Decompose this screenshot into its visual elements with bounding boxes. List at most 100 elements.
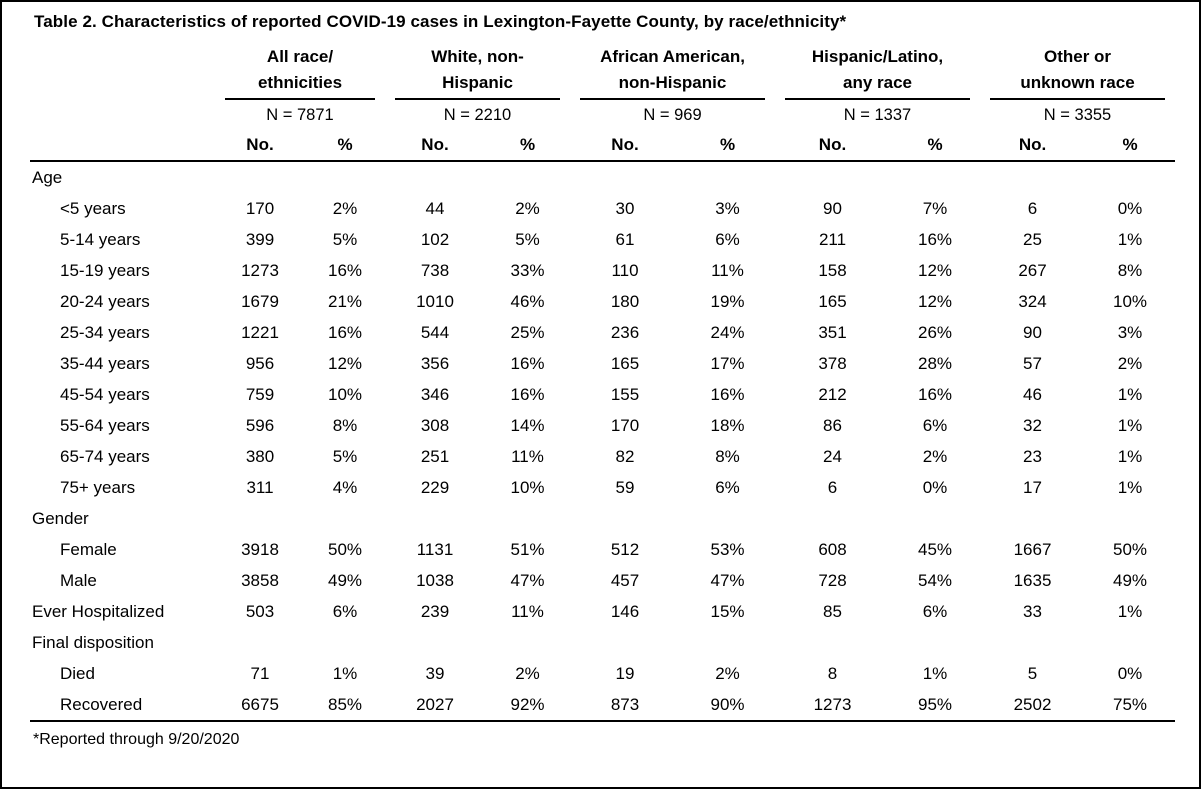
row-label: 45-54 years bbox=[60, 384, 150, 404]
count-cell: 1131 bbox=[416, 539, 454, 559]
count-cell: 6 bbox=[1027, 198, 1038, 218]
count-cell: 155 bbox=[610, 384, 640, 404]
count-cell: 25 bbox=[1023, 229, 1042, 249]
percent-cell: 2% bbox=[515, 198, 540, 218]
group-label: Hispanic/Latino, any race bbox=[785, 44, 971, 100]
percent-cell: 1% bbox=[332, 663, 358, 683]
group-label-line1: Other or bbox=[1043, 47, 1112, 66]
group-header-all-races: All race/ethnicities bbox=[215, 44, 385, 100]
footnote: *Reported through 9/20/2020 bbox=[33, 731, 240, 748]
group-label-line1: All race/ bbox=[266, 47, 334, 66]
count-cell: 23 bbox=[1023, 446, 1042, 466]
count-cell: 1635 bbox=[1013, 570, 1052, 590]
count-cell: 728 bbox=[818, 570, 847, 590]
section-row: Age bbox=[30, 161, 1175, 193]
table-body: Age <5 years 170 2% 44 2% 30 3% 90 7% 6 0% 5-14 year… bbox=[30, 161, 1176, 722]
percent-cell: 8% bbox=[715, 446, 740, 466]
percent-cell: 10% bbox=[1113, 291, 1148, 311]
count-cell bbox=[385, 627, 485, 658]
count-cell: 110 bbox=[611, 260, 639, 280]
percent-cell bbox=[680, 503, 775, 534]
percent-cell: 6% bbox=[922, 415, 948, 435]
table-row: 15-19 years 1273 16% 738 33% 110 11% 158 12% 267 8… bbox=[30, 255, 1175, 286]
table-row: 45-54 years 759 10% 346 16% 155 16% 212 16% 46 1% bbox=[30, 379, 1175, 410]
count-cell: 596 bbox=[245, 415, 275, 435]
count-cell bbox=[215, 161, 305, 193]
count-cell bbox=[215, 503, 305, 534]
percent-cell bbox=[1085, 161, 1175, 193]
empty-cell bbox=[30, 130, 215, 162]
percent-cell: 18% bbox=[710, 415, 745, 435]
section-label: Final disposition bbox=[32, 632, 154, 652]
count-cell bbox=[980, 503, 1085, 534]
percent-cell bbox=[890, 503, 980, 534]
percent-cell: 4% bbox=[332, 477, 358, 497]
percent-cell: 10% bbox=[327, 384, 363, 404]
percent-cell: 1% bbox=[1117, 477, 1143, 497]
count-cell: 308 bbox=[420, 415, 450, 435]
count-cell: 229 bbox=[420, 477, 450, 497]
percent-cell: 16% bbox=[327, 322, 363, 342]
row-label: Female bbox=[60, 539, 117, 559]
col-header-no: No. bbox=[775, 130, 890, 162]
percent-cell: 45% bbox=[917, 539, 953, 559]
percent-cell: 6% bbox=[715, 229, 740, 249]
percent-cell bbox=[305, 161, 385, 193]
percent-cell: 1% bbox=[1117, 229, 1143, 249]
percent-cell: 92% bbox=[485, 689, 570, 722]
section-row: Final disposition bbox=[30, 627, 1175, 658]
percent-cell: 14% bbox=[510, 415, 545, 435]
percent-cell: 47% bbox=[710, 570, 745, 590]
count-cell: 90 bbox=[1023, 322, 1042, 342]
count-cell: 46 bbox=[1023, 384, 1042, 404]
group-label-line1: African American, bbox=[600, 47, 745, 66]
table-row: Male 3858 49% 1038 47% 457 47% 728 54% 1635 49% bbox=[30, 565, 1175, 596]
count-cell: 6675 bbox=[215, 689, 305, 722]
count-cell: 503 bbox=[245, 601, 275, 621]
col-header-pct: % bbox=[1085, 130, 1176, 162]
count-cell: 311 bbox=[246, 477, 274, 497]
count-cell: 44 bbox=[425, 198, 445, 218]
count-cell: 85 bbox=[823, 601, 842, 621]
count-cell: 32 bbox=[1023, 415, 1042, 435]
percent-cell: 19% bbox=[710, 291, 745, 311]
count-cell: 170 bbox=[245, 198, 275, 218]
percent-cell: 5% bbox=[515, 229, 540, 249]
percent-cell: 1% bbox=[1117, 601, 1143, 621]
table-row: 20-24 years 1679 21% 1010 46% 180 19% 165 12% 324… bbox=[30, 286, 1175, 317]
row-label: 5-14 years bbox=[60, 229, 141, 249]
percent-cell: 11% bbox=[511, 601, 544, 621]
col-header-no: No. bbox=[215, 130, 305, 162]
percent-cell bbox=[680, 161, 775, 193]
count-cell bbox=[570, 161, 680, 193]
count-cell: 165 bbox=[610, 353, 640, 373]
percent-cell bbox=[485, 161, 570, 193]
group-label: Other or unknown race bbox=[990, 44, 1166, 100]
count-cell: 399 bbox=[245, 229, 275, 249]
row-label: <5 years bbox=[60, 198, 126, 218]
row-label: 35-44 years bbox=[60, 353, 150, 373]
percent-cell bbox=[485, 503, 570, 534]
group-header-row: All race/ethnicities White, non- Hispanic… bbox=[30, 44, 1175, 100]
percent-cell: 17% bbox=[710, 353, 745, 373]
count-cell: 873 bbox=[570, 689, 680, 722]
col-header-pct: % bbox=[305, 130, 385, 162]
row-label: Recovered bbox=[30, 689, 215, 722]
count-cell: 211 bbox=[818, 229, 847, 249]
count-cell: 1221 bbox=[241, 322, 279, 342]
count-cell bbox=[980, 627, 1085, 658]
count-cell: 17 bbox=[1023, 477, 1042, 497]
row-label: 15-19 years bbox=[60, 260, 150, 280]
count-cell: 236 bbox=[610, 322, 640, 342]
count-cell: 1273 bbox=[241, 260, 279, 280]
n-count-row: N = 7871 N = 2210 N = 969 N = 1337 N = 3… bbox=[30, 100, 1175, 130]
percent-cell: 1% bbox=[1117, 446, 1143, 466]
count-cell: 180 bbox=[610, 291, 640, 311]
count-cell: 1679 bbox=[241, 291, 279, 311]
percent-cell bbox=[890, 161, 980, 193]
percent-cell: 12% bbox=[917, 291, 953, 311]
count-cell: 39 bbox=[425, 663, 445, 683]
count-cell: 956 bbox=[245, 353, 275, 373]
row-label: 65-74 years bbox=[60, 446, 150, 466]
percent-cell bbox=[305, 503, 385, 534]
